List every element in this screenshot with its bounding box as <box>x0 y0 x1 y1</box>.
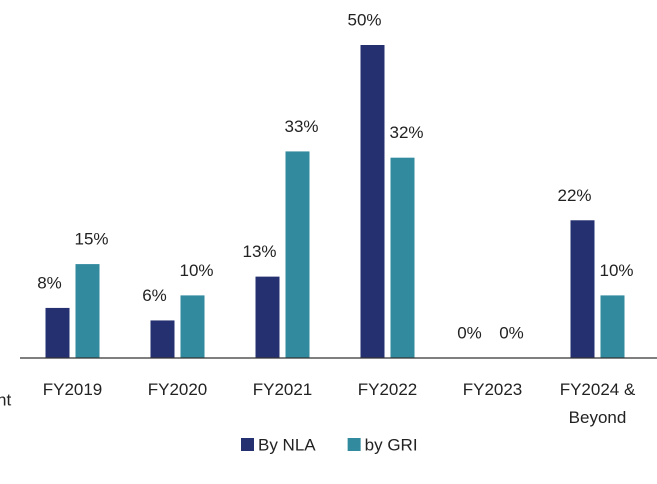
data-label: 13% <box>242 242 276 261</box>
annotation: nt <box>0 390 11 409</box>
bar <box>570 220 595 358</box>
data-label: 0% <box>457 323 482 342</box>
bar <box>45 307 70 358</box>
bar <box>285 151 310 358</box>
data-label: 50% <box>347 10 381 29</box>
x-tick-label: FY2023 <box>462 380 523 399</box>
x-tick-label: FY2020 <box>147 380 208 399</box>
bar <box>360 45 385 358</box>
legend-label: by GRI <box>365 435 418 454</box>
data-label: 22% <box>557 186 591 205</box>
legend-swatch <box>241 438 254 451</box>
x-tick-label: FY2021 <box>252 380 313 399</box>
legend-label: By NLA <box>258 435 316 454</box>
bar <box>75 264 100 358</box>
bar <box>150 320 175 358</box>
bar <box>180 295 205 358</box>
data-label: 15% <box>74 230 108 249</box>
bar <box>600 295 625 358</box>
data-label: 8% <box>37 273 62 292</box>
x-tick-label: FY2024 & Beyond <box>559 380 636 427</box>
data-label: 6% <box>142 286 167 305</box>
data-label: 0% <box>499 323 524 342</box>
bar <box>255 276 280 358</box>
legend-swatch <box>347 438 361 451</box>
x-tick-label: FY2019 <box>42 380 103 399</box>
data-label: 33% <box>284 117 318 136</box>
x-tick-label: FY2022 <box>357 380 418 399</box>
data-label: 32% <box>389 123 423 142</box>
data-label: 10% <box>179 261 213 280</box>
bar <box>390 157 415 358</box>
data-label: 10% <box>599 261 633 280</box>
